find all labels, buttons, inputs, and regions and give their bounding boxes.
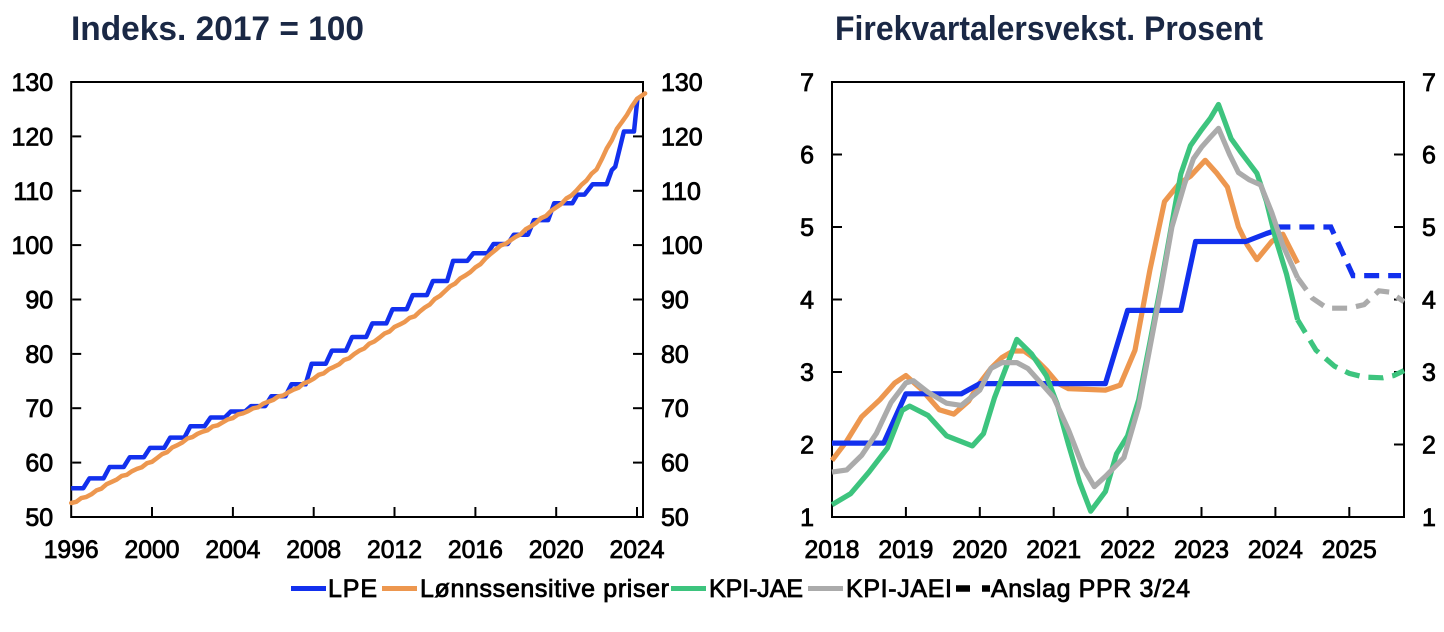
svg-text:90: 90 [661, 287, 689, 315]
svg-text:2008: 2008 [286, 536, 341, 564]
svg-text:2025: 2025 [1322, 536, 1377, 564]
svg-text:Anslag PPR 3/24: Anslag PPR 3/24 [991, 575, 1190, 603]
svg-text:60: 60 [661, 450, 689, 478]
svg-text:2024: 2024 [1248, 536, 1303, 564]
svg-text:6: 6 [800, 142, 814, 170]
svg-text:6: 6 [1422, 142, 1436, 170]
svg-text:130: 130 [11, 69, 53, 97]
svg-text:1: 1 [1422, 504, 1436, 532]
svg-text:120: 120 [661, 123, 703, 151]
svg-text:5: 5 [800, 214, 814, 242]
svg-text:1996: 1996 [44, 536, 99, 564]
svg-text:2016: 2016 [448, 536, 503, 564]
svg-text:80: 80 [661, 341, 689, 369]
svg-text:2024: 2024 [610, 536, 665, 564]
svg-text:110: 110 [13, 178, 53, 206]
svg-text:70: 70 [661, 395, 689, 423]
svg-text:3: 3 [1422, 359, 1436, 387]
svg-text:100: 100 [11, 232, 53, 260]
svg-text:2: 2 [800, 432, 814, 460]
svg-text:Indeks. 2017 = 100: Indeks. 2017 = 100 [71, 10, 364, 48]
svg-text:2020: 2020 [529, 536, 584, 564]
svg-text:KPI-JAE: KPI-JAE [709, 575, 803, 603]
svg-text:90: 90 [25, 287, 53, 315]
svg-text:7: 7 [1422, 69, 1436, 97]
svg-text:100: 100 [661, 232, 703, 260]
svg-text:120: 120 [11, 123, 53, 151]
svg-text:3: 3 [800, 359, 814, 387]
svg-text:Lønnssensitive priser: Lønnssensitive priser [420, 575, 669, 603]
svg-text:LPE: LPE [328, 575, 377, 603]
svg-text:80: 80 [25, 341, 53, 369]
svg-text:2019: 2019 [878, 536, 933, 564]
svg-text:2004: 2004 [205, 536, 260, 564]
svg-text:130: 130 [661, 69, 703, 97]
svg-text:1: 1 [800, 504, 814, 532]
svg-text:110: 110 [661, 178, 701, 206]
svg-text:70: 70 [25, 395, 53, 423]
svg-text:2000: 2000 [125, 536, 180, 564]
svg-text:4: 4 [800, 287, 814, 315]
svg-text:2023: 2023 [1174, 536, 1229, 564]
svg-text:2022: 2022 [1100, 536, 1155, 564]
svg-text:2021: 2021 [1026, 536, 1081, 564]
svg-text:2012: 2012 [367, 536, 422, 564]
svg-text:5: 5 [1422, 214, 1436, 242]
svg-text:2: 2 [1422, 432, 1436, 460]
svg-text:Firekvartalersvekst. Prosent: Firekvartalersvekst. Prosent [835, 10, 1263, 48]
svg-text:2020: 2020 [952, 536, 1007, 564]
svg-text:50: 50 [661, 504, 689, 532]
svg-text:4: 4 [1422, 287, 1436, 315]
svg-text:2018: 2018 [805, 536, 860, 564]
svg-text:50: 50 [25, 504, 53, 532]
svg-text:7: 7 [800, 69, 814, 97]
svg-text:KPI-JAEI: KPI-JAEI [846, 575, 952, 603]
svg-text:60: 60 [25, 450, 53, 478]
